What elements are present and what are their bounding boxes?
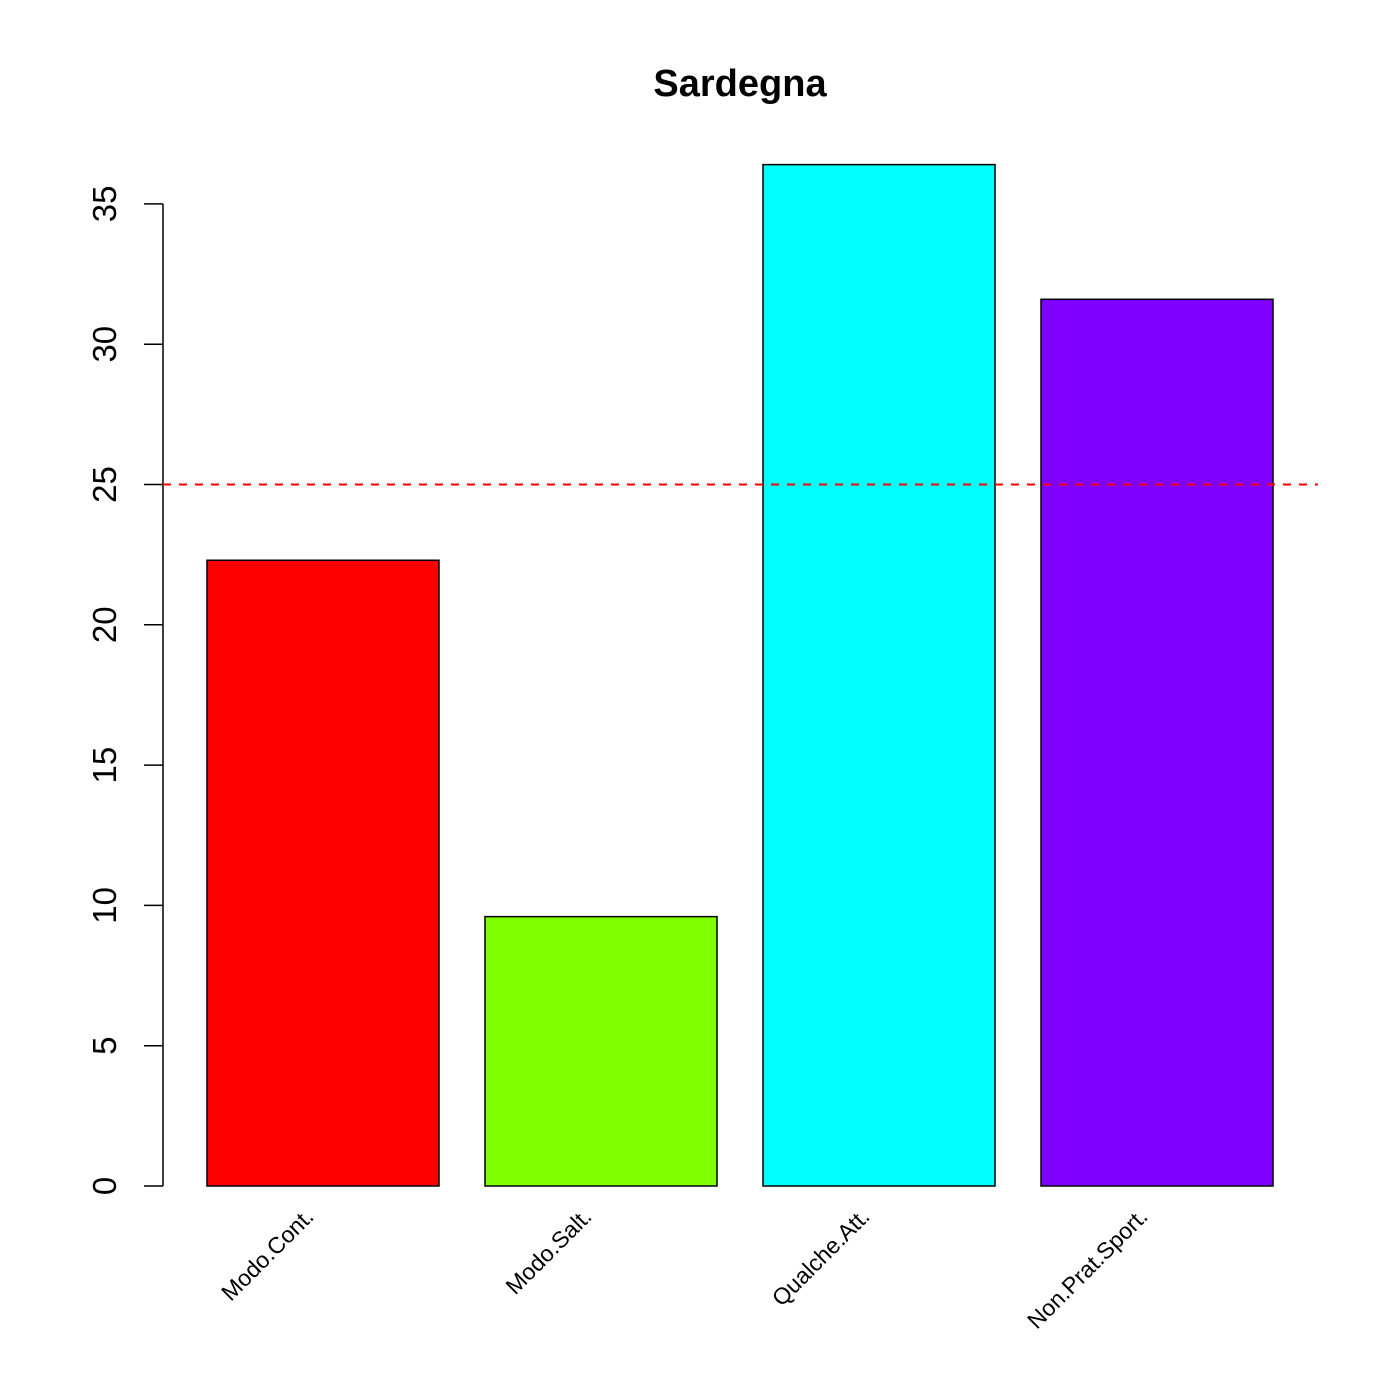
bar-non-prat-sport — [1040, 298, 1274, 1187]
y-tick-label: 25 — [86, 466, 123, 503]
y-tick-label: 0 — [86, 1177, 123, 1195]
x-axis-labels: Modo.Cont. Modo.Salt. Qualche.Att. Non.Prat… — [216, 1203, 1152, 1333]
bar-qualche-att — [762, 163, 996, 1187]
x-tick-label: Non.Prat.Sport. — [1022, 1203, 1152, 1333]
x-tick-label: Qualche.Att. — [767, 1203, 875, 1311]
y-tick-label: 20 — [86, 606, 123, 643]
y-axis: 0 5 10 15 20 25 30 35 — [86, 186, 164, 1195]
bar-modo-cont — [206, 559, 440, 1187]
bar-modo-salt — [484, 915, 718, 1187]
y-tick-label: 30 — [86, 326, 123, 363]
y-tick-label: 35 — [86, 186, 123, 223]
x-tick-label: Modo.Salt. — [500, 1203, 596, 1299]
y-tick-label: 5 — [86, 1037, 123, 1055]
x-tick-label: Modo.Cont. — [216, 1203, 318, 1305]
y-tick-label: 10 — [86, 887, 123, 924]
bars — [206, 163, 1274, 1187]
y-tick-label: 15 — [86, 747, 123, 784]
chart-title: Sardegna — [653, 63, 827, 105]
